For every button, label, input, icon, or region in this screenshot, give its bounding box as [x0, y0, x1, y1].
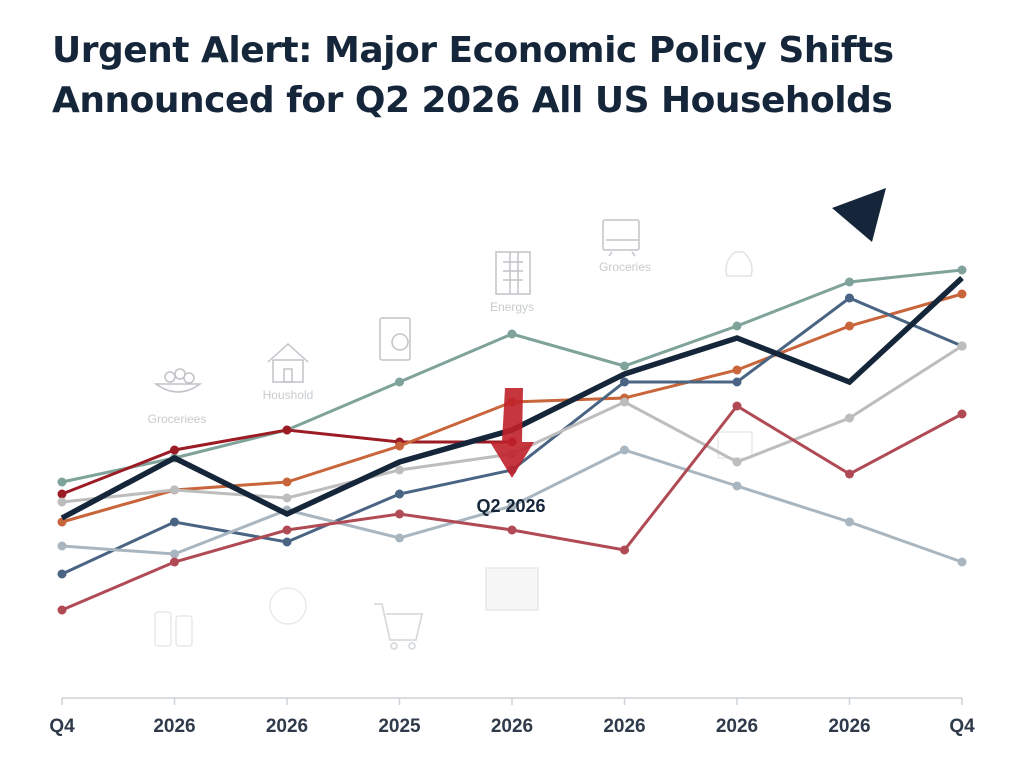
chart-title: Urgent Alert: Major Economic Policy Shif…: [52, 26, 992, 126]
storefront-icon: [485, 567, 539, 611]
series-1-point-5: [507, 329, 517, 339]
series-1-point-4: [395, 377, 404, 387]
series-5-point-9: [957, 341, 967, 351]
series-7: [57, 401, 967, 615]
x-tick-label-9: Q4: [949, 716, 975, 737]
series-4-point-6: [620, 377, 629, 387]
icon-label-energy: Energys: [490, 300, 534, 314]
series-3-point-4: [395, 441, 404, 451]
series-4-point-1: [57, 569, 67, 579]
coin-icon: [269, 587, 307, 625]
chart-title-line-1: Urgent Alert: Major Economic Policy Shif…: [52, 30, 894, 71]
series-6-point-8: [845, 517, 854, 527]
shopping-cart-icon: [374, 603, 424, 650]
x-tick-label-3: 2026: [266, 716, 308, 737]
money-bag-icon: [725, 251, 753, 277]
series-5-point-4: [395, 465, 404, 475]
series-5-point-1: [57, 497, 67, 507]
series-1-point-1: [57, 477, 67, 487]
series-7-point-7: [732, 401, 742, 411]
icon-label-groceries-1: Groceriees: [148, 412, 207, 426]
series-3-point-7: [732, 365, 742, 375]
house-icon: [267, 342, 309, 383]
icon-label-household: Houshold: [263, 388, 314, 402]
series-1-point-9: [957, 265, 967, 275]
series-1-point-7: [732, 321, 742, 331]
series-6-point-4: [395, 533, 404, 543]
series-7-point-3: [282, 525, 292, 535]
series-1-point-8: [845, 277, 854, 287]
series-5-point-2: [170, 485, 179, 495]
series-7-point-5: [507, 525, 517, 535]
series-4-point-4: [395, 489, 404, 499]
x-tick-label-1: Q4: [49, 716, 75, 737]
series-6-point-7: [732, 481, 742, 491]
series-7-point-2: [170, 557, 179, 567]
icon-label-groceries-2: Groceries: [599, 260, 651, 274]
series-6-point-1: [57, 541, 67, 551]
series-7-point-1: [57, 605, 67, 615]
series-6-point-6: [620, 445, 629, 455]
bottles-icon: [154, 611, 193, 647]
series-5-point-7: [732, 457, 742, 467]
series-6-point-9: [957, 557, 967, 567]
series-2-point-3: [282, 425, 292, 435]
series-1-point-6: [620, 361, 629, 371]
x-axis-ticks: Q4 2026 2026 2025 2026 2026 2026 2026 Q4: [49, 698, 975, 737]
series-7-point-8: [845, 469, 854, 479]
series-3-point-3: [282, 477, 292, 487]
chart-title-line-2: Announced for Q2 2026 All US Households: [52, 80, 893, 121]
series-3-point-8: [845, 321, 854, 331]
receipt-icon: [379, 317, 411, 361]
down-arrow-icon: [490, 388, 534, 478]
decorative-icons: Groceriees Houshold Energys Groceries: [148, 219, 753, 650]
series-7-point-4: [395, 509, 404, 519]
food-bowl-icon: [153, 368, 203, 393]
annotation-label: Q2 2026: [476, 496, 545, 516]
x-tick-label-5: 2026: [491, 716, 533, 737]
series-3-point-9: [957, 289, 967, 299]
x-tick-label-7: 2026: [716, 716, 758, 737]
series-4-point-2: [170, 517, 179, 527]
series-4-point-3: [282, 537, 292, 547]
series-2-point-2: [170, 445, 179, 455]
series-5-point-8: [845, 413, 854, 423]
series-2-point-1: [57, 489, 67, 499]
series-7-point-6: [620, 545, 629, 555]
x-tick-label-6: 2026: [603, 716, 645, 737]
q2-annotation: Q2 2026: [476, 388, 546, 516]
series-6-point-2: [170, 549, 179, 559]
series-6-point-5: [507, 501, 517, 511]
appliance-icon: [602, 219, 640, 257]
x-tick-label-4: 2025: [378, 716, 421, 737]
trend-arrow-icon: [832, 188, 886, 242]
x-tick-label-2: 2026: [153, 716, 195, 737]
series-5-point-6: [620, 397, 629, 407]
x-tick-label-8: 2026: [828, 716, 870, 737]
series-7-point-9: [957, 409, 967, 419]
series-4-point-8: [845, 293, 854, 303]
series-5-point-3: [282, 493, 292, 503]
series-4-point-7: [732, 377, 742, 387]
building-icon: [495, 251, 531, 295]
